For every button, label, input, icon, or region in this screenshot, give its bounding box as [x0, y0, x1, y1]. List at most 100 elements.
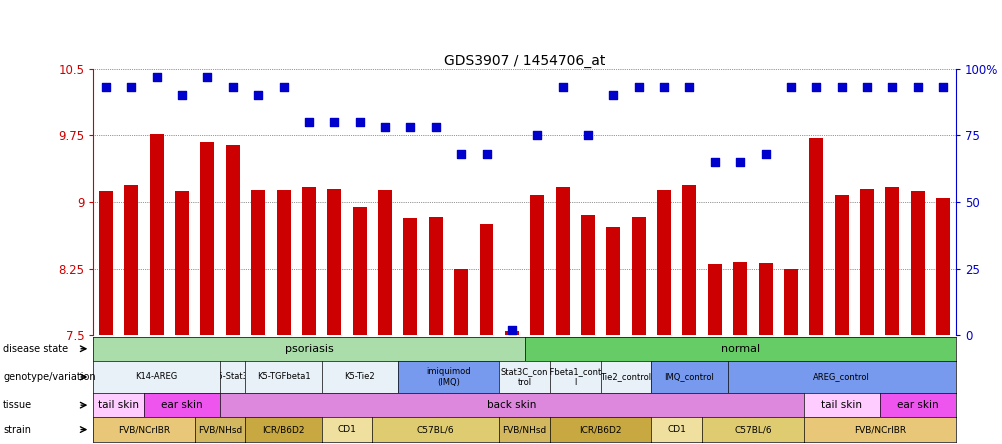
Point	[478, 151, 494, 158]
Point	[605, 92, 621, 99]
Point	[402, 124, 418, 131]
Point	[453, 151, 469, 158]
Bar	[175, 191, 188, 335]
Bar	[302, 187, 316, 335]
Text: FVB/NHsd: FVB/NHsd	[502, 425, 546, 434]
Point	[934, 84, 950, 91]
Point	[706, 159, 722, 166]
Point	[276, 84, 292, 91]
Text: strain: strain	[3, 424, 31, 435]
Point	[554, 84, 570, 91]
Point	[148, 73, 164, 80]
Bar	[277, 190, 291, 335]
Text: K5-Tie2: K5-Tie2	[344, 373, 375, 381]
Point	[884, 84, 900, 91]
Point	[579, 132, 595, 139]
Point	[427, 124, 443, 131]
Bar	[885, 187, 899, 335]
Bar	[555, 187, 569, 335]
Point	[377, 124, 393, 131]
Point	[352, 119, 368, 126]
Text: C57BL/6: C57BL/6	[417, 425, 454, 434]
Bar	[429, 217, 442, 335]
Text: imiquimod
(IMQ): imiquimod (IMQ)	[426, 367, 470, 387]
Bar	[99, 191, 113, 335]
Point	[249, 92, 266, 99]
Text: CD1: CD1	[338, 425, 356, 434]
Text: ICR/B6D2: ICR/B6D2	[579, 425, 621, 434]
Text: K5-Stat3C: K5-Stat3C	[211, 373, 254, 381]
Bar	[580, 215, 594, 335]
Point	[630, 84, 646, 91]
Text: C57BL/6: C57BL/6	[733, 425, 771, 434]
Bar	[732, 262, 746, 335]
Title: GDS3907 / 1454706_at: GDS3907 / 1454706_at	[444, 54, 604, 68]
Bar	[681, 185, 695, 335]
Point	[98, 84, 114, 91]
Bar	[631, 217, 645, 335]
Text: FVB/NCrIBR: FVB/NCrIBR	[118, 425, 170, 434]
Point	[301, 119, 317, 126]
Bar	[378, 190, 392, 335]
Point	[655, 84, 671, 91]
Point	[731, 159, 747, 166]
Point	[783, 84, 799, 91]
Point	[909, 84, 925, 91]
Text: tail skin: tail skin	[821, 400, 862, 410]
Text: back skin: back skin	[487, 400, 536, 410]
Bar	[758, 263, 772, 335]
Text: Stat3C_con
trol: Stat3C_con trol	[500, 367, 548, 387]
Bar	[784, 269, 798, 335]
Point	[858, 84, 874, 91]
Text: tissue: tissue	[3, 400, 32, 410]
Point	[680, 84, 696, 91]
Text: ICR/B6D2: ICR/B6D2	[263, 425, 305, 434]
Point	[833, 84, 849, 91]
Point	[529, 132, 545, 139]
Bar	[250, 190, 265, 335]
Point	[808, 84, 824, 91]
Bar	[935, 198, 949, 335]
Text: TGFbeta1_control
l: TGFbeta1_control l	[538, 367, 612, 387]
Bar	[353, 207, 367, 335]
Text: normal: normal	[719, 344, 760, 354]
Text: Tie2_control: Tie2_control	[600, 373, 651, 381]
Bar	[530, 195, 544, 335]
Bar	[504, 331, 518, 335]
Text: K14-AREG: K14-AREG	[135, 373, 177, 381]
Text: AREG_control: AREG_control	[813, 373, 870, 381]
Bar	[606, 227, 619, 335]
Text: IMQ_control: IMQ_control	[664, 373, 713, 381]
Bar	[834, 195, 848, 335]
Bar	[910, 191, 924, 335]
Bar	[479, 224, 493, 335]
Bar	[225, 145, 239, 335]
Point	[757, 151, 773, 158]
Point	[326, 119, 342, 126]
Point	[174, 92, 190, 99]
Text: ear skin: ear skin	[896, 400, 938, 410]
Point	[503, 326, 519, 333]
Bar	[656, 190, 670, 335]
Point	[224, 84, 240, 91]
Bar	[707, 264, 721, 335]
Text: CD1: CD1	[666, 425, 685, 434]
Point	[123, 84, 139, 91]
Bar	[454, 269, 468, 335]
Bar	[403, 218, 417, 335]
Bar	[200, 142, 214, 335]
Text: FVB/NHsd: FVB/NHsd	[197, 425, 242, 434]
Text: psoriasis: psoriasis	[285, 344, 333, 354]
Text: K5-TGFbeta1: K5-TGFbeta1	[257, 373, 310, 381]
Bar	[327, 189, 341, 335]
Point	[199, 73, 215, 80]
Text: ear skin: ear skin	[161, 400, 202, 410]
Bar	[149, 134, 163, 335]
Text: tail skin: tail skin	[98, 400, 139, 410]
Bar	[124, 185, 138, 335]
Bar	[860, 189, 873, 335]
Bar	[809, 138, 823, 335]
Text: genotype/variation: genotype/variation	[3, 372, 95, 382]
Text: FVB/NCrIBR: FVB/NCrIBR	[853, 425, 905, 434]
Text: disease state: disease state	[3, 344, 68, 354]
